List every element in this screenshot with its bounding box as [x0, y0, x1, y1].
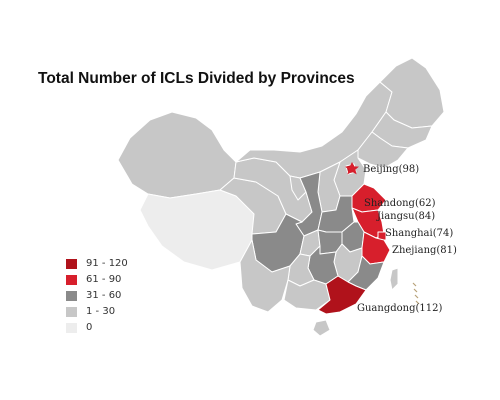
legend-item-31-60: 31 - 60 [66, 288, 128, 303]
map-title: Total Number of ICLs Divided by Province… [38, 70, 355, 87]
legend-label: 0 [86, 322, 93, 333]
region-tibet [139, 189, 255, 271]
legend-label: 61 - 90 [86, 274, 122, 285]
legend-swatch [66, 274, 77, 285]
legend-label: 91 - 120 [86, 258, 128, 269]
label-shandong: Shandong(62) [364, 198, 436, 209]
legend-item-1-30: 1 - 30 [66, 304, 128, 319]
legend-item-91-120: 91 - 120 [66, 256, 128, 271]
region-xinjiang [117, 111, 237, 199]
label-beijing: Beijing(98) [363, 164, 419, 175]
region-heilongjiang [379, 57, 445, 129]
region-shanghai [377, 231, 387, 241]
label-jiangsu: Jiangsu(84) [376, 211, 435, 222]
legend-item-0: 0 [66, 320, 128, 335]
south-sea-islands [412, 282, 420, 305]
region-ningxia [289, 175, 307, 201]
legend-label: 31 - 60 [86, 290, 122, 301]
region-taiwan [389, 267, 399, 291]
label-guangdong: Guangdong(112) [357, 303, 442, 314]
legend-label: 1 - 30 [86, 306, 116, 317]
label-shanghai: Shanghai(74) [385, 228, 453, 239]
legend-swatch [66, 290, 77, 301]
legend-swatch [66, 306, 77, 317]
beijing-star-icon [345, 162, 359, 175]
label-zhejiang: Zhejiang(81) [392, 245, 457, 256]
legend-swatch [66, 322, 77, 333]
legend-swatch [66, 258, 77, 269]
legend: 91 - 120 61 - 90 31 - 60 1 - 30 0 [66, 256, 128, 336]
region-hainan [312, 319, 331, 337]
legend-item-61-90: 61 - 90 [66, 272, 128, 287]
region-guangdong [317, 275, 367, 315]
